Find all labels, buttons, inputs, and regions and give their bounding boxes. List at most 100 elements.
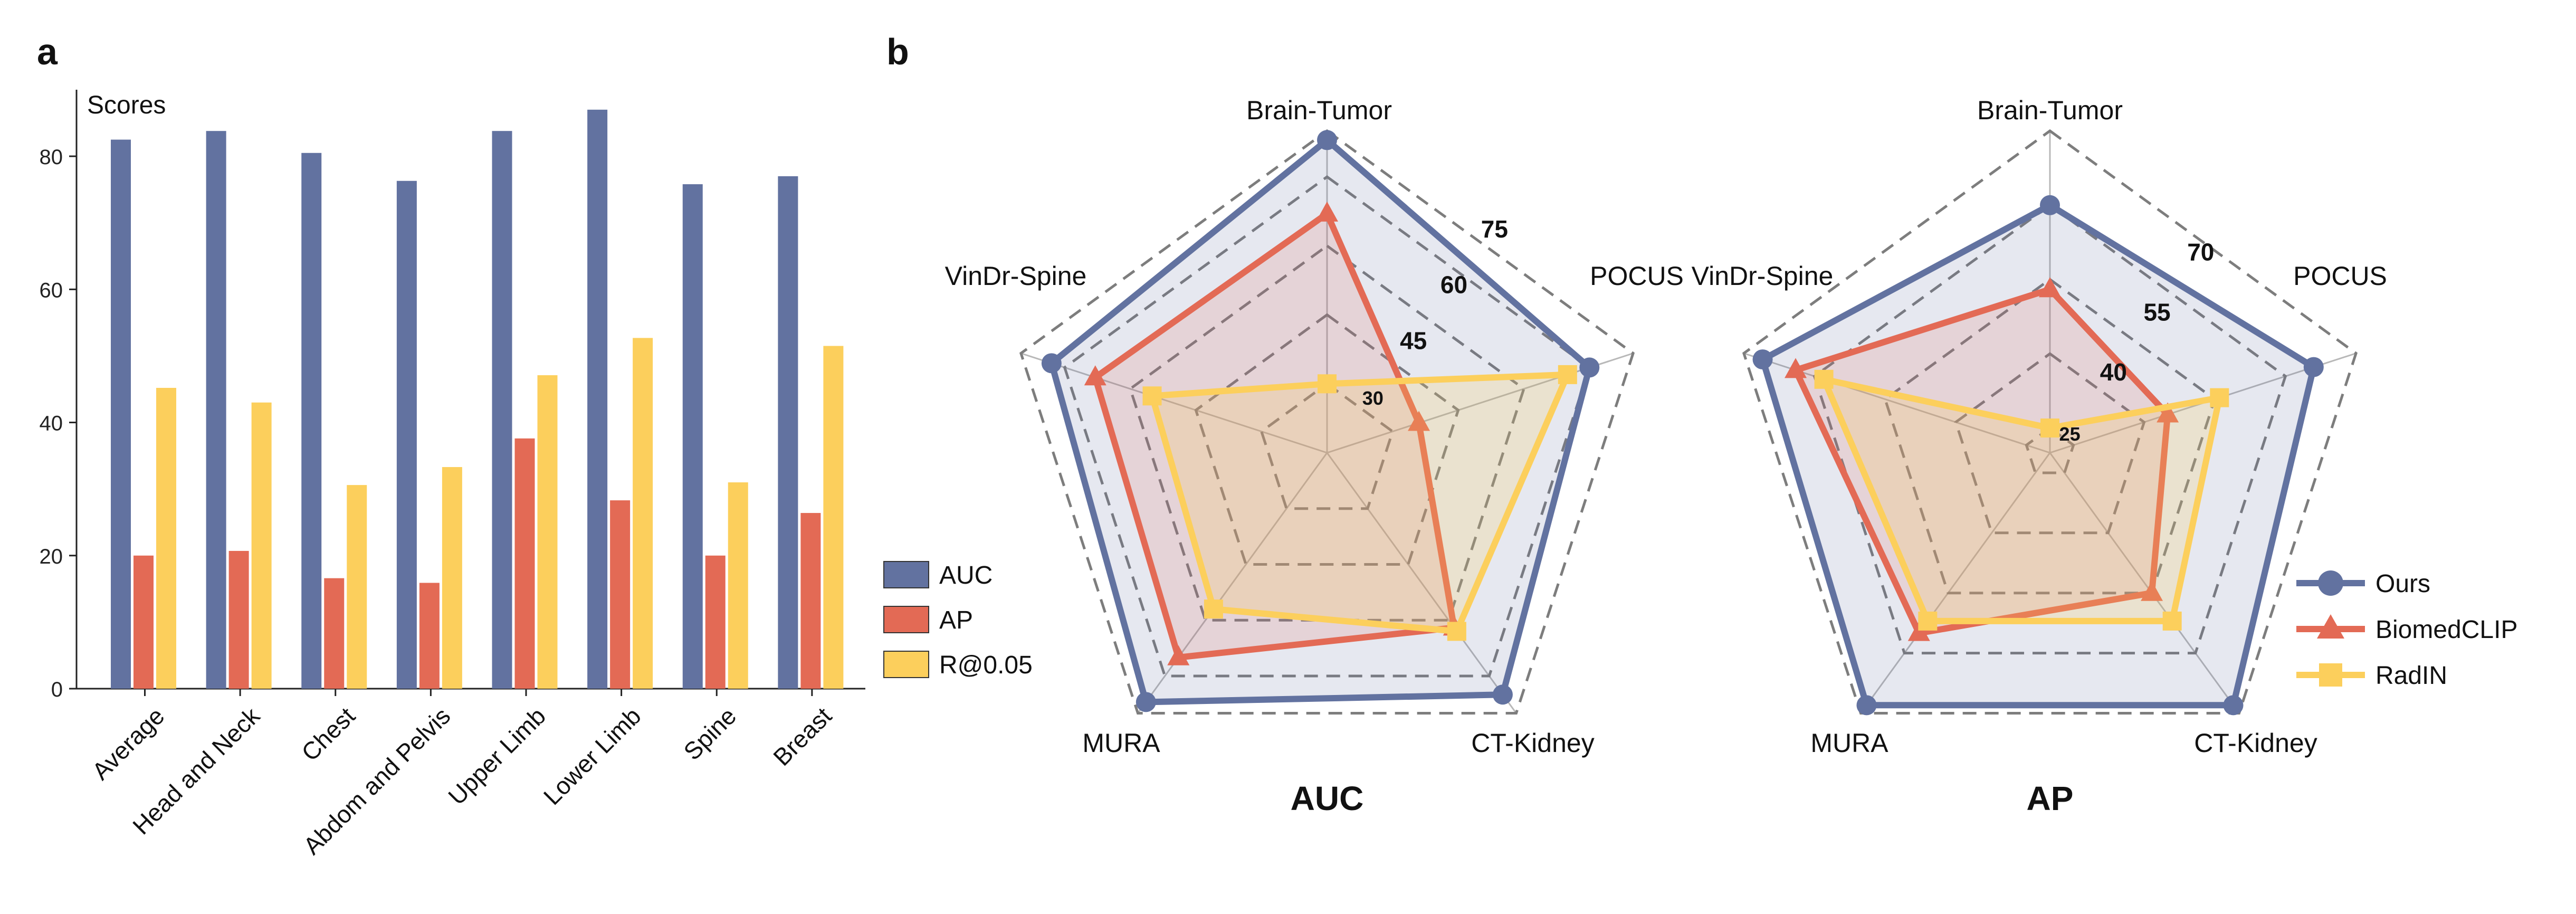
bar-auc (396, 180, 417, 689)
x-tick-label: Spine (678, 702, 741, 765)
radar-marker-biomedclip (1785, 358, 1807, 378)
y-tick-label: 20 (40, 545, 63, 568)
radar-marker-ours (1041, 353, 1062, 374)
y-tick-label: 40 (40, 412, 63, 435)
legend-marker-ours (2318, 570, 2343, 596)
bar-r-0-05 (537, 375, 558, 689)
bar-ap (514, 438, 535, 689)
radar-marker-biomedclip (2039, 277, 2061, 298)
radar-marker-radin (1814, 369, 1834, 389)
bar-r-0-05 (633, 338, 653, 689)
radar-axis-label: POCUS (1590, 261, 1684, 291)
radar-marker-biomedclip (1167, 645, 1190, 665)
radar-marker-biomedclip (1408, 411, 1430, 431)
radar-marker-radin (1318, 374, 1337, 394)
radar-marker-biomedclip (2157, 402, 2179, 423)
bar-ap (610, 500, 631, 689)
legend-label: R@0.05 (939, 651, 1033, 679)
y-tick-label: 80 (40, 146, 63, 169)
bar-auc (111, 139, 131, 689)
bar-auc (778, 176, 798, 689)
radar-marker-biomedclip (1316, 201, 1338, 222)
bar-auc (301, 153, 322, 689)
legend-swatch (883, 561, 929, 588)
radar-spoke (1020, 353, 1328, 454)
radar-grid-ring (1019, 129, 1635, 715)
radar-title: AUC (1291, 779, 1364, 817)
legend-label: RadIN (2375, 662, 2447, 690)
bar-r-0-05 (823, 346, 844, 689)
legend-swatch (883, 651, 929, 678)
bar-ap (228, 550, 249, 689)
y-tick-label: 60 (40, 279, 63, 302)
legend-swatch (883, 606, 929, 633)
radar-marker-radin (2210, 388, 2229, 407)
radar-marker-radin (2162, 611, 2182, 631)
bar-ap (133, 555, 154, 689)
radar-marker-ours (2303, 357, 2324, 377)
radar-marker-radin (1204, 599, 1223, 619)
radar-series-biomedclip (1792, 286, 2171, 636)
radar-ring-label: 25 (2059, 423, 2081, 445)
radar-spoke (1137, 452, 1328, 714)
bar-auc (206, 131, 226, 689)
bar-auc (587, 109, 608, 689)
radar-marker-ours (1136, 692, 1156, 712)
y-tick-label: 0 (51, 678, 63, 701)
x-tick-label: Breast (768, 702, 837, 771)
radar-grid-ring (2025, 426, 2075, 474)
radar-marker-radin (2040, 418, 2059, 438)
legend-label: Ours (2375, 570, 2430, 598)
y-axis-title: Scores (87, 91, 166, 119)
x-tick-label: Upper Limb (443, 702, 551, 810)
radar-marker-ours (1317, 130, 1337, 150)
radar-axis-label: POCUS (2293, 261, 2387, 291)
bar-r-0-05 (442, 467, 462, 689)
radar-legend: Ours BiomedCLIP RadIN (2296, 570, 2517, 690)
radar-marker-ours (1579, 357, 1600, 378)
legend-label: AP (939, 606, 973, 634)
bar-auc (492, 131, 512, 689)
bar-r-0-05 (156, 387, 176, 689)
radar-axis-label: MURA (1810, 728, 1888, 758)
radar-marker-ours (1752, 349, 1773, 370)
bar-ap (705, 555, 726, 689)
radar-ring-label: 30 (1362, 387, 1384, 409)
radar-spoke (2049, 452, 2240, 714)
radar-grid-ring (1063, 175, 1591, 678)
radar-title: AP (2027, 779, 2074, 817)
bar-ap (419, 583, 440, 689)
radar-grid-ring (1883, 278, 2217, 595)
radar-marker-radin (1558, 365, 1577, 384)
radar-axis-label: Brain-Tumor (1246, 96, 1392, 125)
radar-marker-ours (2223, 695, 2244, 716)
bar-r-0-05 (347, 485, 367, 689)
radar-ring-label: 70 (2187, 238, 2214, 265)
radar-ring-label: 75 (1481, 215, 1508, 243)
radar-chart-auc: 30 45 60 75 Brain-Tumor POCUS CT-Kidney MURA Vin… (945, 96, 1684, 817)
radar-marker-biomedclip (1084, 365, 1106, 386)
radar-grid-ring (1954, 352, 2146, 535)
radar-axis-label: MURA (1082, 728, 1160, 758)
radar-series-biomedclip (1092, 210, 1457, 661)
bar-r-0-05 (728, 482, 748, 689)
radar-ring-label: 45 (1400, 327, 1427, 354)
radar-series-ours (1048, 137, 1593, 706)
bar-ap (800, 513, 821, 689)
radar-series-radin (1820, 376, 2223, 624)
radar-marker-radin (1918, 611, 1938, 631)
radar-marker-radin (1142, 386, 1162, 406)
bar-r-0-05 (251, 402, 272, 689)
radar-ring-label: 40 (2100, 358, 2127, 386)
radar-axis-label: CT-Kidney (1471, 728, 1594, 758)
radar-spoke (1860, 452, 2051, 714)
radar-marker-ours (2040, 195, 2060, 215)
radar-axis-label: CT-Kidney (2194, 728, 2317, 758)
legend-label: AUC (939, 561, 993, 589)
radar-marker-ours (1856, 695, 1877, 716)
panel-label-b: b (886, 31, 909, 72)
bar-auc (682, 184, 703, 689)
radar-ring-label: 55 (2143, 298, 2170, 326)
